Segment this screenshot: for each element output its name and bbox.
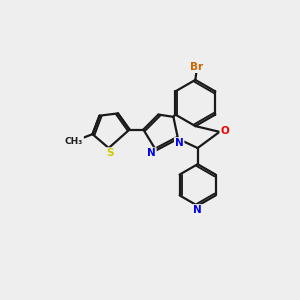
- Text: Br: Br: [190, 62, 203, 72]
- Text: N: N: [193, 205, 202, 215]
- Text: S: S: [106, 148, 114, 158]
- Text: CH₃: CH₃: [65, 136, 83, 146]
- Text: N: N: [147, 148, 156, 158]
- Text: O: O: [220, 126, 229, 136]
- Text: N: N: [175, 138, 184, 148]
